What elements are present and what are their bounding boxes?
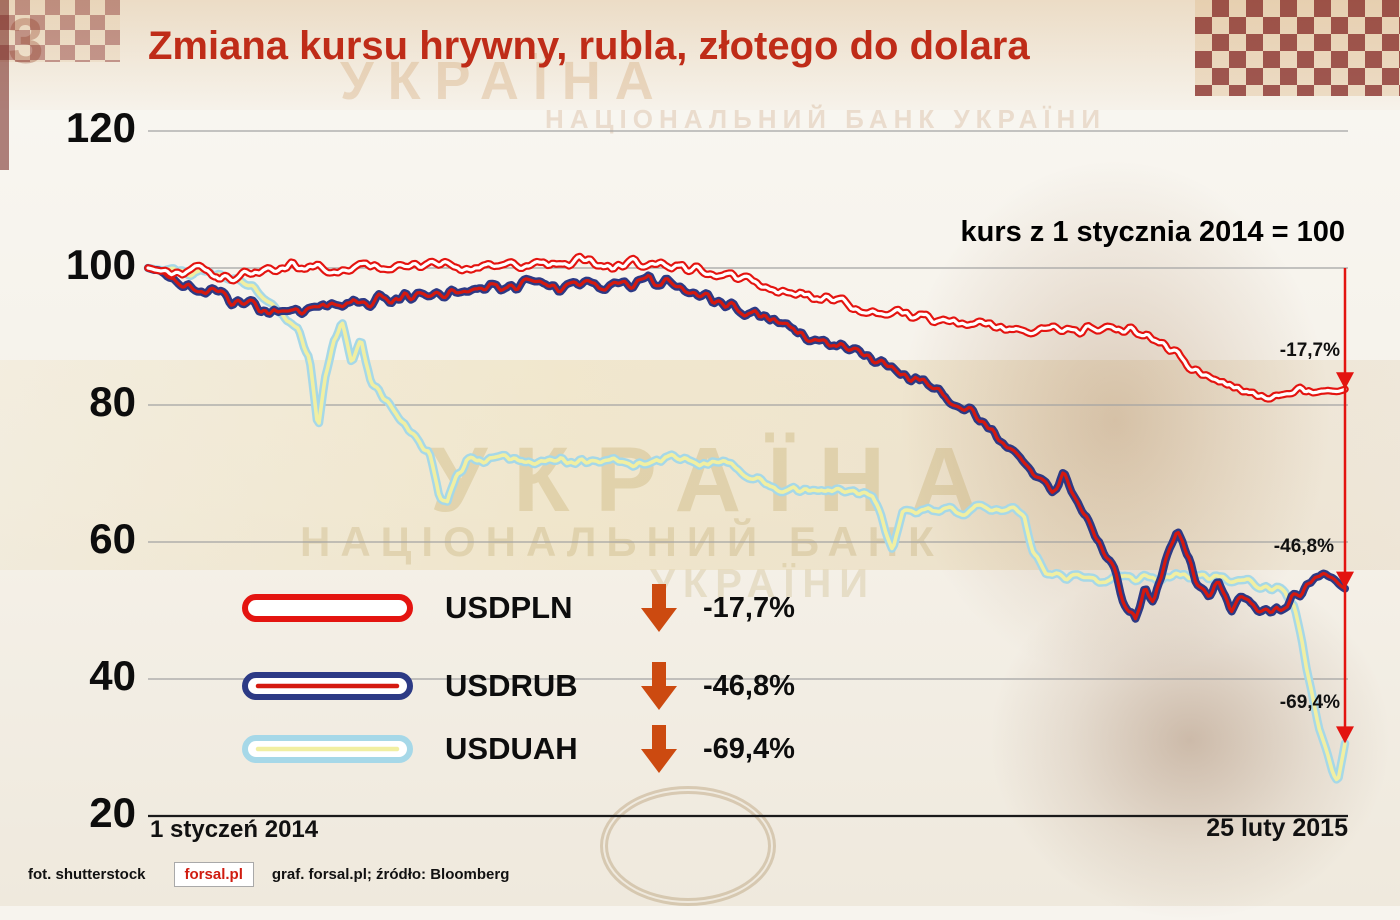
legend-row-usdpln: USDPLN -17,7% [240, 581, 795, 635]
legend-label-usdrub: USDRUB [445, 668, 578, 703]
change-label-usduah: -69,4% [1279, 692, 1340, 713]
banknote-edge-strip [0, 0, 9, 170]
y-tick-label: 100 [65, 241, 136, 288]
y-tick-label: 60 [89, 515, 136, 562]
legend-pct-usdrub: -46,8% [703, 669, 795, 702]
y-tick-label: 40 [89, 652, 136, 699]
usdpln-line-sample-icon [242, 594, 413, 622]
down-arrow-icon [641, 584, 677, 632]
legend-pct-usdpln: -17,7% [703, 591, 795, 624]
legend-label-usduah: USDUAH [445, 731, 578, 766]
banknote-corner-pattern-left [0, 0, 120, 62]
legend-row-usdrub: USDRUB -46,8% [240, 659, 795, 713]
legend-row-usduah: USDUAH -69,4% [240, 722, 795, 776]
usdrub-line-sample-icon [242, 672, 413, 700]
usduah-line-sample-icon [242, 735, 413, 763]
y-tick-label: 120 [65, 104, 136, 151]
y-tick-label: 80 [89, 378, 136, 425]
banknote-bank-watermark: НАЦІОНАЛЬНИЙ БАНК [300, 518, 944, 565]
legend-label-usdpln: USDPLN [445, 590, 573, 625]
change-label-usdrub: -46,8% [1273, 536, 1334, 557]
photo-credit: fot. shutterstock [28, 865, 146, 883]
banknote-country-watermark-top: УКРАЇНА [340, 51, 668, 111]
graphic-credit: graf. forsal.pl; źródło: Bloomberg [271, 865, 510, 883]
banknote-bank-watermark-top: НАЦІОНАЛЬНИЙ БАНК УКРАЇНИ [545, 104, 1107, 134]
y-tick-label: 20 [89, 789, 136, 836]
page-title: Zmiana kursu hrywny, rubla, złotego do d… [148, 24, 1030, 68]
down-arrow-icon [641, 662, 677, 710]
banknote-corner-pattern-right [1195, 0, 1400, 96]
index-annotation: kurs z 1 stycznia 2014 = 100 [960, 216, 1345, 248]
x-axis-start-label: 1 styczeń 2014 [150, 816, 319, 843]
footer: fot. shutterstock forsal.pl graf. forsal… [0, 854, 1400, 894]
change-label-usdpln: -17,7% [1279, 340, 1340, 361]
down-arrow-icon [641, 725, 677, 773]
banknote-numeral: 3 [8, 5, 44, 77]
banknote-coin-watermark [600, 786, 776, 906]
x-axis-end-label: 25 luty 2015 [1206, 814, 1348, 842]
forsal-logo: forsal.pl [173, 861, 254, 887]
background-top-band [0, 0, 1400, 110]
legend-pct-usduah: -69,4% [703, 732, 795, 765]
